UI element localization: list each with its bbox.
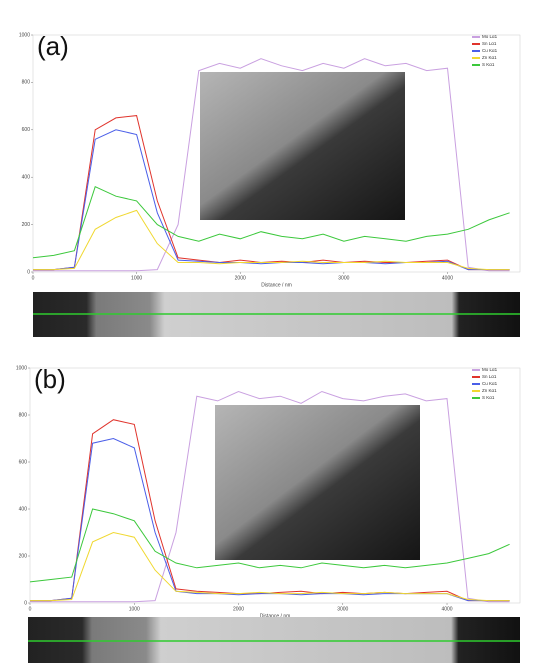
series-line (29, 508, 510, 583)
y-tick-label: 800 (22, 80, 31, 86)
legend-swatch (472, 397, 480, 399)
y-tick-label: 1000 (19, 32, 30, 38)
x-tick-label: 1000 (131, 275, 142, 281)
series-line (33, 58, 510, 272)
x-tick-label: 1000 (129, 606, 140, 612)
panel-label: (a) (37, 31, 69, 61)
legend-label: Sn Lα1 (482, 41, 497, 46)
x-axis-label: Distance / nm (260, 613, 291, 619)
x-tick-label: 4000 (441, 606, 452, 612)
legend-label: Cu Kα1 (482, 48, 498, 53)
legend-swatch (472, 383, 480, 385)
legend-label: Zn Kα1 (482, 55, 497, 60)
series-line (32, 186, 510, 259)
legend-label: Mo Lα1 (482, 367, 498, 372)
plot-area (32, 34, 521, 273)
legend-label: Zn Kα1 (482, 388, 497, 393)
legend-label: S Kα1 (482, 62, 495, 67)
x-tick-label: 0 (32, 275, 35, 281)
tem-inset (200, 72, 405, 220)
x-tick-label: 0 (29, 606, 32, 612)
x-axis-label: Distance / nm (261, 282, 292, 288)
panel-label: (b) (34, 364, 66, 394)
y-tick-label: 0 (27, 269, 30, 275)
y-tick-label: 200 (22, 222, 31, 228)
y-tick-label: 1000 (16, 365, 27, 371)
legend-label: Mo Lα1 (482, 34, 498, 39)
x-tick-label: 3000 (338, 275, 349, 281)
legend-swatch (472, 50, 480, 52)
x-tick-label: 2000 (233, 606, 244, 612)
linescan-strip (28, 617, 520, 663)
plot-area (29, 367, 521, 604)
series-line (30, 531, 510, 602)
series-line (30, 390, 510, 603)
legend-swatch (472, 57, 480, 59)
legend-swatch (472, 43, 480, 45)
y-tick-label: 600 (19, 459, 28, 465)
legend-label: Cu Kα1 (482, 381, 498, 386)
y-tick-label: 400 (19, 506, 28, 512)
y-tick-label: 600 (22, 127, 31, 133)
series-line (33, 115, 510, 271)
legend-label: S Kα1 (482, 395, 495, 400)
y-tick-label: 800 (19, 412, 28, 418)
tem-inset (215, 405, 420, 560)
legend-swatch (472, 64, 480, 66)
y-tick-label: 200 (19, 553, 28, 559)
series-line (33, 209, 510, 271)
y-tick-label: 0 (24, 600, 27, 606)
legend-swatch (472, 376, 480, 378)
x-tick-label: 3000 (337, 606, 348, 612)
x-tick-label: 4000 (442, 275, 453, 281)
legend-swatch (472, 369, 480, 371)
y-tick-label: 400 (22, 175, 31, 181)
legend-label: Sn Lα1 (482, 374, 497, 379)
legend-swatch (472, 36, 480, 38)
x-tick-label: 2000 (235, 275, 246, 281)
legend-swatch (472, 390, 480, 392)
